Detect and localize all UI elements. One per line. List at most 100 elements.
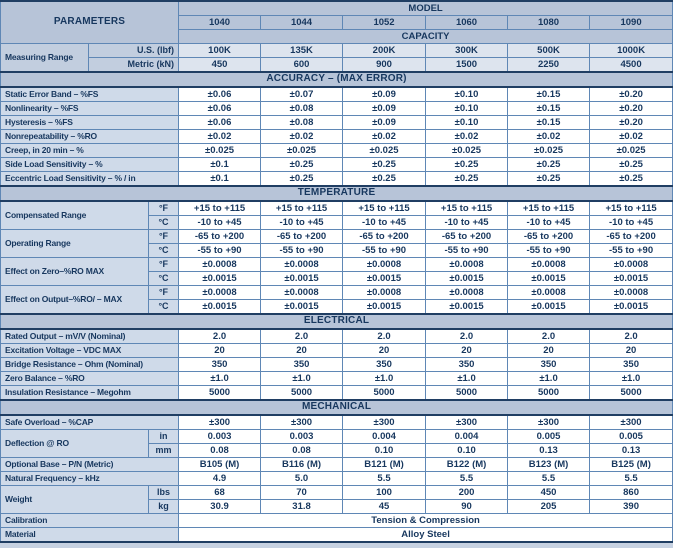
table-row: Operating Range °F -65 to +200 -65 to +200-…	[0, 229, 673, 258]
capacity-value: 1500	[425, 57, 509, 73]
table-row: Nonrepeatability – %RO ±0.02 ±0.02 ±0.02 ±0.…	[0, 129, 673, 144]
table-row: Material Alloy Steel	[0, 527, 673, 543]
span-value-cell: Alloy Steel	[178, 527, 673, 543]
section-header-row: MECHANICAL	[0, 399, 673, 416]
value-cell: ±300	[507, 414, 591, 430]
value-cell: -55 to +90	[178, 243, 262, 258]
value-cell: ±0.0008	[178, 285, 262, 300]
value-cell: -55 to +90	[425, 243, 509, 258]
section-title: ELECTRICAL	[0, 313, 673, 330]
param-label: Eccentric Load Sensitivity – % / in	[0, 171, 180, 187]
value-cell: -55 to +90	[342, 243, 427, 258]
table-row: Compensated Range °F +15 to +115 +15 to +11…	[0, 200, 673, 230]
table-row: Rated Output – mV/V (Nominal) 2.0 2.0 2.0 2.…	[0, 328, 673, 344]
value-cell: B122 (M)	[425, 457, 509, 472]
table-row: Optional Base – P/N (Metric) B105 (M) B116…	[0, 457, 673, 472]
model-header-row: PARAMETERS MODEL	[0, 0, 673, 44]
capacity-value: 4500	[589, 57, 673, 73]
value-cell: 20	[589, 343, 673, 358]
value-cell: ±0.0008	[260, 257, 344, 272]
value-cell: -10 to +45	[260, 215, 344, 230]
value-cell: +15 to +115	[507, 200, 591, 216]
value-cell: -10 to +45	[342, 215, 427, 230]
value-cell: ±0.0008	[507, 285, 591, 300]
value-cell: ±0.02	[342, 129, 427, 144]
table-row: °C ±0.0015 ±0.0015 ±0.0015 ±0.0015 ±0.0015 ±0.…	[1, 299, 673, 315]
value-cell: ±1.0	[589, 371, 673, 386]
table-row: kg 30.9 31.8 45 90 205 390	[1, 499, 673, 514]
value-cell: ±0.0015	[178, 299, 262, 315]
value-cell: +15 to +115	[589, 200, 673, 216]
value-cell: ±0.0008	[178, 257, 262, 272]
unit-label: Metric (kN)	[87, 57, 180, 73]
table-row: Natural Frequency – kHz 4.9 5.0 5.5 5.5 5.5 5.…	[0, 471, 673, 486]
value-cell: ±0.02	[260, 129, 344, 144]
value-cell: 0.004	[425, 429, 509, 444]
value-cell: 5000	[425, 385, 509, 401]
capacity-row-us: Measuring Range U.S. (lbf) 100K 135K 200…	[0, 43, 673, 73]
value-cell: ±0.09	[342, 86, 427, 102]
section-title: ACCURACY – (MAX ERROR)	[0, 71, 673, 88]
value-cell: 5000	[507, 385, 591, 401]
value-cell: 2.0	[342, 328, 427, 344]
value-cell: -55 to +90	[260, 243, 344, 258]
value-cell: 30.9	[178, 499, 262, 514]
value-cell: ±0.0015	[342, 271, 427, 286]
value-cell: 5.0	[260, 471, 344, 486]
param-label: Compensated Range	[0, 200, 149, 230]
value-cell: ±0.20	[589, 86, 673, 102]
table-row: Hysteresis – %FS ±0.06 ±0.08 ±0.09 ±0.10 ±0.1…	[0, 115, 673, 130]
param-label: Rated Output – mV/V (Nominal)	[0, 328, 180, 344]
param-label: Effect on Output–%RO/ – MAX	[0, 285, 149, 315]
value-cell: ±0.0008	[260, 285, 344, 300]
value-cell: ±300	[589, 414, 673, 430]
value-cell: B125 (M)	[589, 457, 673, 472]
value-cell: ±0.25	[589, 157, 673, 172]
section-header-row: ACCURACY – (MAX ERROR)	[0, 71, 673, 88]
model-number: 1052	[342, 15, 427, 30]
value-cell: 200	[425, 485, 509, 500]
value-cell: ±0.06	[178, 101, 262, 116]
table-row: Deflection @ RO in 0.003 0.003 0.004 0.004 0.0…	[0, 429, 673, 458]
value-cell: -10 to +45	[507, 215, 591, 230]
value-cell: -65 to +200	[342, 229, 427, 244]
param-label: Side Load Sensitivity – %	[0, 157, 180, 172]
unit-label: kg	[147, 499, 180, 514]
capacity-value: 135K	[260, 43, 344, 58]
value-cell: 0.13	[589, 443, 673, 458]
value-cell: 350	[260, 357, 344, 372]
value-cell: 350	[342, 357, 427, 372]
value-cell: ±0.0015	[260, 299, 344, 315]
value-cell: 31.8	[260, 499, 344, 514]
value-cell: ±0.10	[425, 115, 509, 130]
value-cell: ±0.20	[589, 115, 673, 130]
value-cell: ±0.0008	[342, 285, 427, 300]
value-cell: B121 (M)	[342, 457, 427, 472]
value-cell: ±0.0008	[589, 257, 673, 272]
value-cell: B123 (M)	[507, 457, 591, 472]
unit-label: lbs	[147, 485, 180, 500]
value-cell: ±0.02	[425, 129, 509, 144]
table-row: Weight lbs 68 70 100 200 450 860	[0, 485, 673, 514]
value-cell: ±0.08	[260, 101, 344, 116]
value-cell: ±0.02	[589, 129, 673, 144]
capacity-value: 200K	[342, 43, 427, 58]
value-cell: ±1.0	[260, 371, 344, 386]
value-cell: 0.08	[260, 443, 344, 458]
value-cell: 2.0	[589, 328, 673, 344]
value-cell: ±0.15	[507, 101, 591, 116]
value-cell: 860	[589, 485, 673, 500]
unit-label: °C	[147, 215, 180, 230]
value-cell: -65 to +200	[425, 229, 509, 244]
value-cell: ±0.02	[178, 129, 262, 144]
table-row: °C ±0.0015 ±0.0015 ±0.0015 ±0.0015 ±0.0015 ±0.…	[1, 271, 673, 286]
param-label: Effect on Zero–%RO MAX	[0, 257, 149, 286]
value-cell: -65 to +200	[589, 229, 673, 244]
value-cell: 0.004	[342, 429, 427, 444]
value-cell: 5000	[589, 385, 673, 401]
value-cell: 205	[507, 499, 591, 514]
value-cell: ±0.025	[589, 143, 673, 158]
value-cell: 70	[260, 485, 344, 500]
param-label: Insulation Resistance – Megohm	[0, 385, 180, 401]
value-cell: 5.5	[342, 471, 427, 486]
